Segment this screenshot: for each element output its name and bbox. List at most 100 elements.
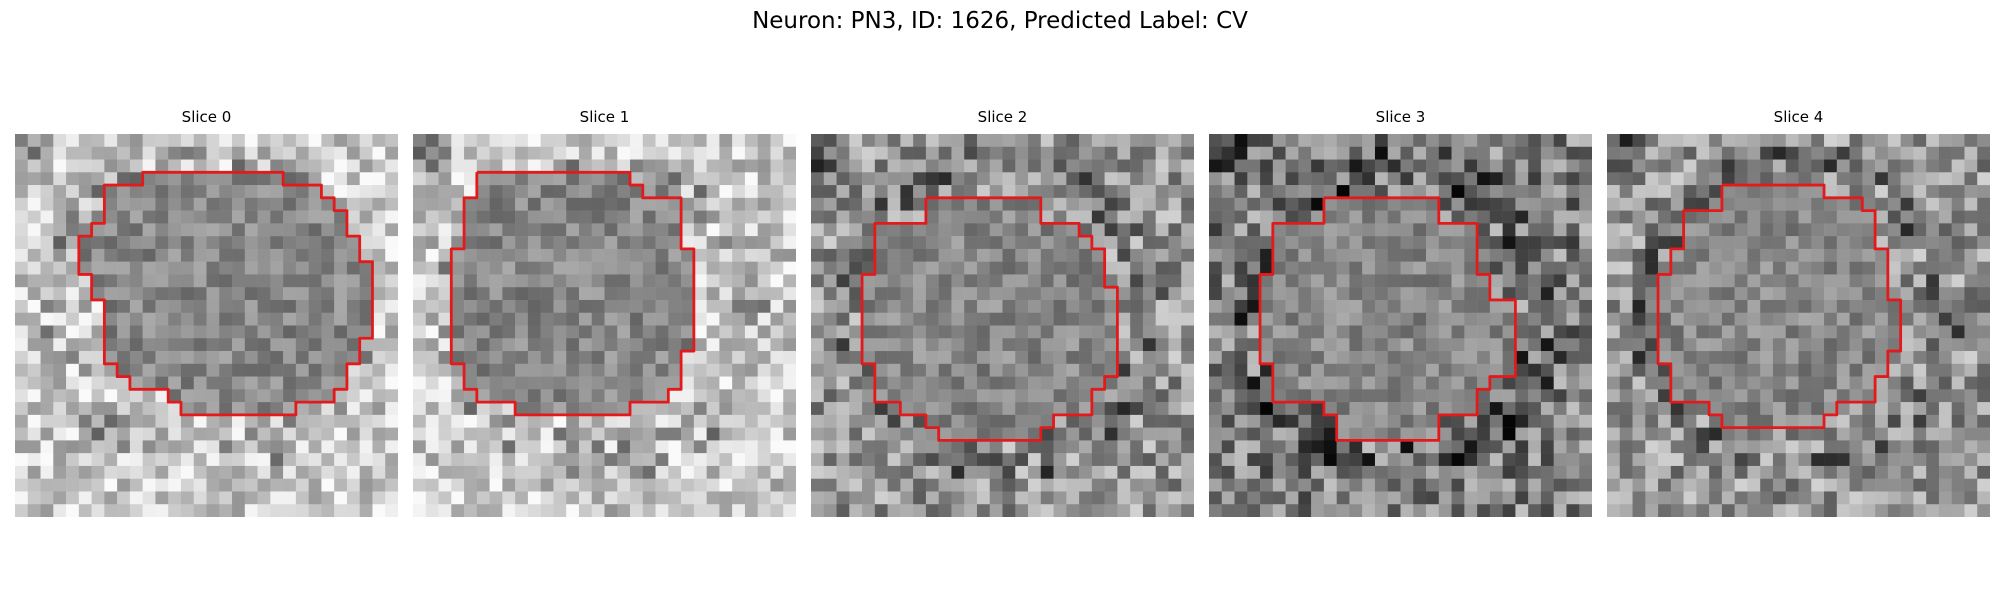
pixel — [502, 210, 516, 224]
pixel — [1374, 414, 1388, 428]
pixel — [540, 376, 554, 390]
pixel — [617, 236, 631, 250]
pixel — [527, 440, 541, 454]
pixel — [283, 440, 297, 454]
pixel — [515, 261, 529, 275]
pixel — [321, 363, 335, 377]
pixel — [27, 261, 41, 275]
pixel — [964, 236, 978, 250]
pixel — [1349, 453, 1363, 467]
pixel — [1709, 389, 1723, 403]
pixel — [334, 376, 348, 390]
pixel — [438, 223, 452, 237]
pixel — [346, 299, 360, 313]
pixel — [438, 312, 452, 326]
pixel — [1155, 504, 1169, 517]
pixel — [836, 274, 850, 288]
pixel — [642, 274, 656, 288]
pixel — [1734, 440, 1748, 454]
pixel — [1438, 146, 1452, 160]
pixel — [142, 274, 156, 288]
pixel — [566, 491, 580, 505]
pixel — [913, 261, 927, 275]
pixel — [257, 504, 271, 517]
pixel — [438, 351, 452, 365]
pixel — [874, 427, 888, 441]
pixel — [1721, 389, 1735, 403]
pixel — [1362, 453, 1376, 467]
roi-outline — [1656, 183, 1903, 430]
pixel — [591, 363, 605, 377]
pixel — [964, 504, 978, 517]
pixel — [757, 261, 771, 275]
pixel — [1579, 351, 1592, 365]
pixel — [1362, 248, 1376, 262]
pixel — [1913, 325, 1927, 339]
pixel — [193, 325, 207, 339]
pixel — [1028, 351, 1042, 365]
pixel — [413, 312, 427, 326]
pixel — [1260, 465, 1274, 479]
pixel — [1066, 363, 1080, 377]
pixel — [1362, 223, 1376, 237]
pixel — [15, 325, 29, 339]
pixel — [1002, 299, 1016, 313]
pixel — [1104, 504, 1118, 517]
pixel — [219, 185, 233, 199]
pixel — [91, 376, 105, 390]
pixel — [1272, 236, 1286, 250]
pixel — [1053, 325, 1067, 339]
pixel — [1540, 478, 1554, 492]
pixel — [913, 274, 927, 288]
pixel — [964, 248, 978, 262]
pixel — [78, 351, 92, 365]
pixel — [757, 210, 771, 224]
pixel — [706, 261, 720, 275]
pixel — [1477, 491, 1491, 505]
pixel — [1619, 248, 1633, 262]
pixel — [1849, 274, 1863, 288]
pixel — [27, 172, 41, 186]
pixel — [1721, 287, 1735, 301]
pixel — [1913, 210, 1927, 224]
pixel — [1502, 414, 1516, 428]
pixel — [1477, 172, 1491, 186]
pixel — [1040, 197, 1054, 211]
pixel — [372, 325, 386, 339]
pixel — [66, 146, 80, 160]
pixel — [1464, 465, 1478, 479]
pixel — [527, 465, 541, 479]
pixel — [1221, 427, 1235, 441]
pixel — [1734, 312, 1748, 326]
pixel — [476, 478, 490, 492]
pixel — [630, 299, 644, 313]
pixel — [1002, 363, 1016, 377]
pixel — [1272, 351, 1286, 365]
pixel — [193, 351, 207, 365]
pixel — [1489, 440, 1503, 454]
pixel — [1387, 427, 1401, 441]
pixel — [693, 427, 707, 441]
pixel — [951, 134, 965, 148]
pixel — [1619, 134, 1633, 148]
pixel — [1015, 338, 1029, 352]
pixel — [591, 236, 605, 250]
pixel — [308, 223, 322, 237]
pixel — [1951, 134, 1965, 148]
pixel — [1489, 299, 1503, 313]
pixel — [1221, 134, 1235, 148]
pixel — [1566, 427, 1580, 441]
pixel — [142, 261, 156, 275]
pixel — [1658, 427, 1672, 441]
pixel — [976, 197, 990, 211]
pixel — [15, 287, 29, 301]
pixel — [1785, 376, 1799, 390]
pixel — [1247, 185, 1261, 199]
pixel — [1772, 325, 1786, 339]
pixel — [385, 363, 398, 377]
pixel — [1400, 402, 1414, 416]
pixel — [1130, 299, 1144, 313]
pixel — [1977, 427, 1990, 441]
pixel — [232, 465, 246, 479]
pixel — [1926, 312, 1940, 326]
